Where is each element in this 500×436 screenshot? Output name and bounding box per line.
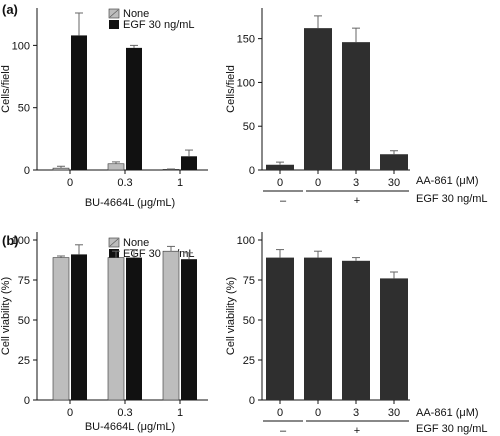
x-tick-label: 0 — [67, 407, 73, 419]
egf-row-label-b: EGF 30 ng/mL — [416, 423, 488, 435]
x-tick-label: 0.3 — [117, 177, 132, 189]
y-tick-label: 0 — [249, 165, 255, 177]
y-axis-label: Cells/field — [225, 65, 237, 113]
bar-none — [52, 167, 70, 171]
y-tick-label: 50 — [243, 121, 255, 133]
egf-plus-b: + — [354, 425, 360, 436]
bar-egf — [126, 47, 142, 170]
bar — [304, 28, 332, 171]
x-tick-label: 1 — [177, 177, 183, 189]
x-tick-label: 30 — [388, 177, 400, 189]
bar — [342, 42, 370, 170]
bar — [266, 257, 294, 400]
x-axis-label-aa-b: AA-861 (μM) — [416, 407, 479, 419]
x-tick-label: 0 — [277, 407, 283, 419]
legend-egf-swatch — [109, 20, 119, 29]
egf-minus-a: – — [280, 195, 287, 207]
y-tick-label: 50 — [18, 103, 30, 115]
bar-none — [52, 257, 70, 401]
legend-egf-label: EGF 30 ng/mL — [123, 19, 195, 31]
bar-egf — [181, 156, 197, 170]
y-axis-label: Cells/field — [0, 65, 12, 113]
x-tick-label: 3 — [353, 407, 359, 419]
x-tick-label: 0 — [67, 177, 73, 189]
panel-label-a: (a) — [2, 2, 18, 17]
chart-b-right: 0 25 50 75 100 Cell viability (%) 0 0 3 30 — [225, 232, 410, 419]
legend-none-label: None — [123, 8, 149, 20]
y-axis-label: Cell viability (%) — [0, 277, 12, 355]
y-tick-label: 25 — [18, 355, 30, 367]
legend-none-label: None — [123, 237, 149, 249]
panel-label-b: (b) — [2, 233, 19, 248]
x-tick-label: 0.3 — [117, 407, 132, 419]
egf-plus-a: + — [354, 195, 360, 207]
bar-egf — [71, 35, 87, 170]
bar-none — [162, 250, 180, 401]
bar — [380, 278, 408, 400]
egf-minus-b: – — [280, 425, 287, 436]
chart-b-left: 0 25 50 75 100 Cell viability (%) 0 0.3 1 — [0, 232, 208, 419]
y-tick-label: 100 — [12, 40, 30, 52]
bar — [304, 257, 332, 400]
y-tick-label: 100 — [237, 77, 255, 89]
y-tick-label: 50 — [243, 315, 255, 327]
y-tick-label: 100 — [12, 235, 30, 247]
y-tick-label: 100 — [237, 235, 255, 247]
egf-row-label-a: EGF 30 ng/mL — [416, 193, 488, 205]
x-axis-label-aa-a: AA-861 (μM) — [416, 175, 479, 187]
bar-egf — [181, 259, 197, 400]
bar-egf — [71, 254, 87, 400]
x-tick-label: 0 — [277, 177, 283, 189]
x-axis-label-bu-a: BU-4664L (μg/mL) — [85, 197, 175, 209]
y-tick-label: 0 — [24, 395, 30, 407]
bar-none — [107, 163, 125, 171]
x-axis-label-bu-b: BU-4664L (μg/mL) — [85, 421, 175, 433]
y-tick-label: 50 — [18, 315, 30, 327]
y-axis-label: Cell viability (%) — [225, 277, 237, 355]
y-tick-label: 0 — [249, 395, 255, 407]
x-tick-label: 0 — [315, 407, 321, 419]
y-tick-label: 25 — [243, 355, 255, 367]
y-tick-label: 150 — [237, 34, 255, 46]
x-tick-label: 1 — [177, 407, 183, 419]
y-tick-label: 0 — [24, 165, 30, 177]
legend-egf-swatch — [109, 249, 119, 258]
chart-a-left: 0 50 100 Cells/field 0 0.3 1 — [0, 8, 208, 189]
x-tick-label: 30 — [388, 407, 400, 419]
x-tick-label: 0 — [315, 177, 321, 189]
legend-a: None EGF 30 ng/mL — [108, 8, 195, 31]
bar — [266, 164, 294, 170]
bar — [380, 154, 408, 170]
bar-none — [107, 257, 125, 401]
y-tick-label: 75 — [243, 275, 255, 287]
bar-egf — [126, 257, 142, 400]
y-tick-label: 75 — [18, 275, 30, 287]
legend-b: None EGF 30 ng/mL — [108, 237, 195, 260]
bar — [342, 260, 370, 400]
x-tick-label: 3 — [353, 177, 359, 189]
chart-a-right: 0 50 100 150 Cells/field 0 0 3 30 — [225, 8, 410, 189]
